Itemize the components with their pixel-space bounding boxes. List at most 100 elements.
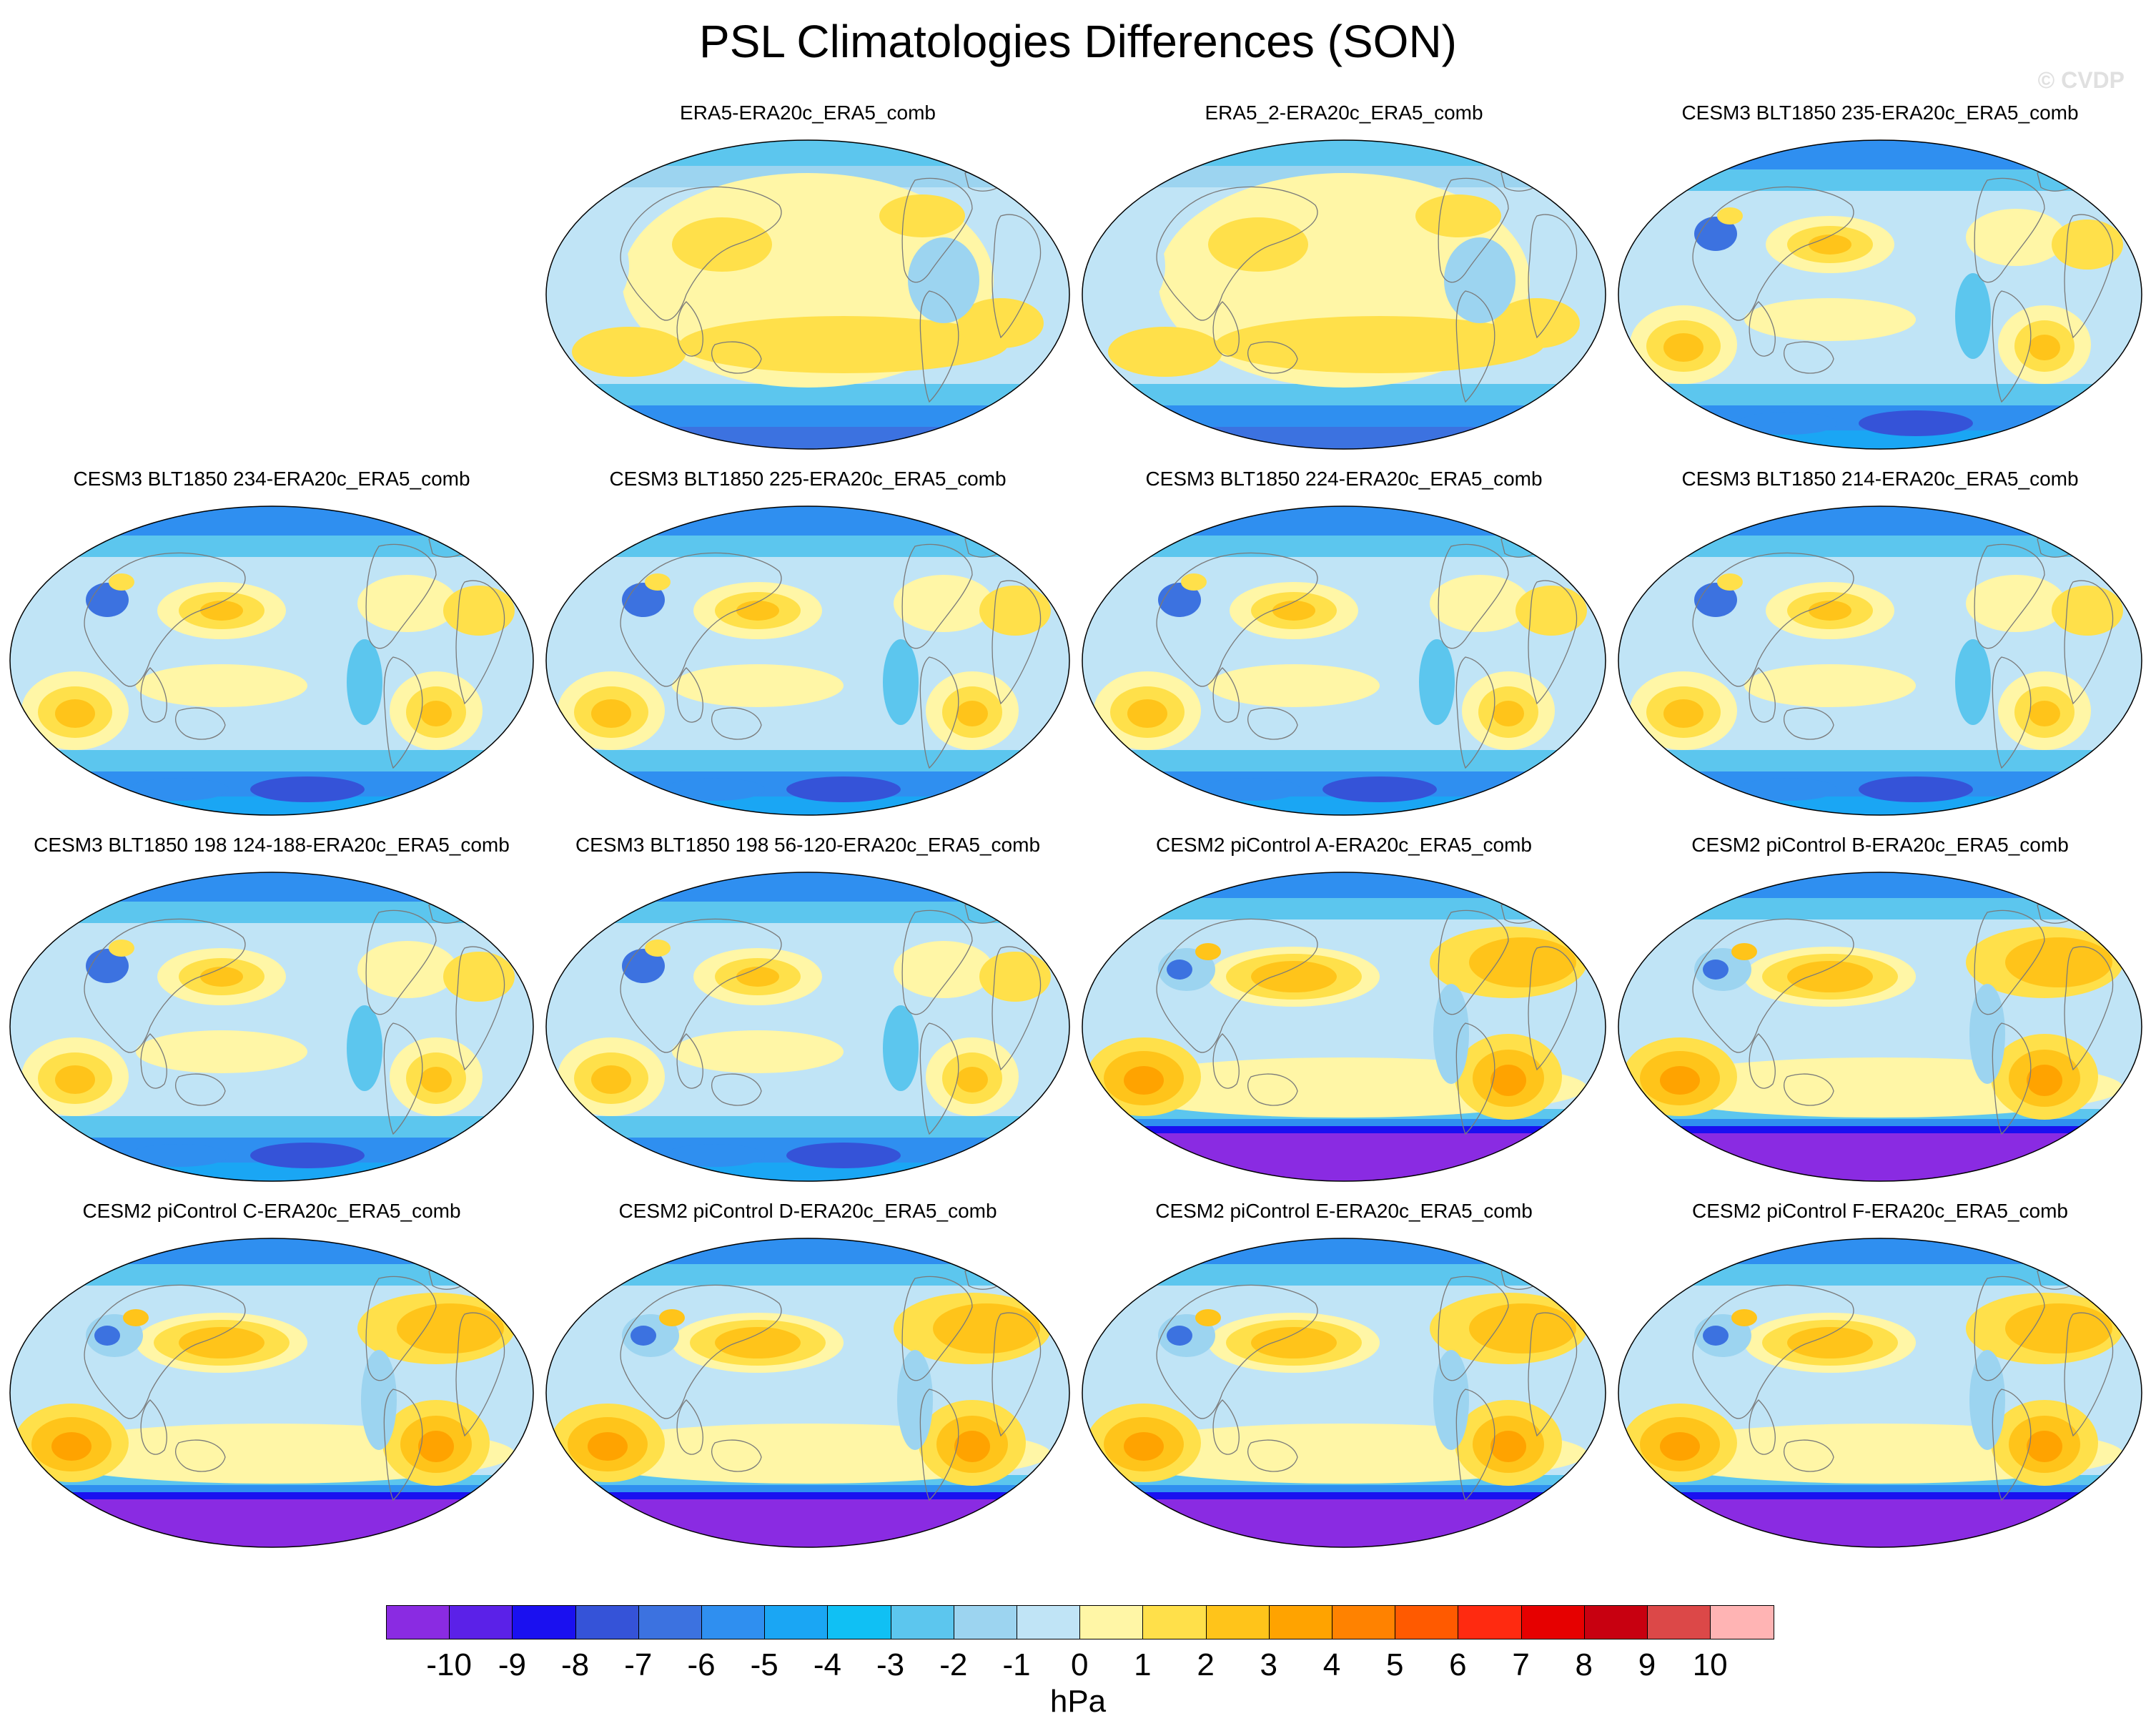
coastline [175, 1073, 226, 1106]
field-contour [591, 1065, 631, 1094]
coastline [1528, 1312, 1578, 1437]
map-panel: CESM3 BLT1850 225-ERA20c_ERA5_comb [543, 466, 1072, 824]
field-contour [631, 1326, 656, 1346]
field-contour [1124, 1432, 1164, 1461]
coastline [84, 552, 246, 687]
psl-difference-map [545, 506, 1070, 816]
coastline [365, 543, 437, 649]
field-contour [659, 1309, 685, 1326]
psl-difference-map [545, 872, 1070, 1182]
coastline [1455, 1022, 1495, 1135]
colorbar-tick-label: 8 [1575, 1647, 1593, 1682]
field-band [1618, 169, 2142, 191]
field-band [10, 1499, 533, 1547]
map-panel: CESM3 BLT1850 214-ERA20c_ERA5_comb [1616, 466, 2145, 824]
field-contour [361, 1350, 397, 1450]
panel-title: ERA5-ERA20c_ERA5_comb [680, 102, 936, 124]
field-band [546, 1238, 1069, 1264]
colorbar-tick-label: -5 [750, 1647, 778, 1682]
panel-title: CESM2 piControl A-ERA20c_ERA5_comb [1155, 834, 1532, 856]
field-band [1082, 872, 1606, 898]
field-band [1082, 1264, 1606, 1286]
field-contour [1966, 209, 2066, 266]
psl-difference-map [9, 506, 534, 816]
field-contour [136, 664, 307, 707]
field-band [10, 1485, 533, 1492]
field-band [1082, 1485, 1606, 1492]
coastline [676, 1399, 703, 1455]
coastline [1992, 1022, 2032, 1135]
field-contour [109, 573, 134, 591]
field-contour [1744, 664, 1916, 707]
field-contour [1082, 216, 1165, 316]
field-contour [933, 1303, 1040, 1353]
coastline [620, 918, 782, 1053]
colorbar-tick-label: 0 [1070, 1647, 1089, 1682]
colorbar-tick-label: -6 [687, 1647, 716, 1682]
coastline [620, 552, 782, 687]
colorbar-swatch [1079, 1605, 1144, 1639]
psl-difference-map [1082, 872, 1606, 1182]
field-band [1082, 1133, 1606, 1181]
coastline [901, 1276, 973, 1381]
coastline [1156, 1284, 1318, 1419]
coastline [919, 1389, 959, 1501]
coastline [1528, 580, 1578, 705]
map-outline [545, 872, 1070, 1182]
field-contour [1208, 664, 1380, 707]
field-contour [588, 1432, 628, 1461]
coastline [1247, 341, 1298, 374]
field-contour [715, 1327, 801, 1358]
field-contour [1809, 235, 1851, 255]
colorbar-labels: -10 -9 -8 -7 -6 -5 -4 -3 -2 -1 0 1 2 3 4 5 6 7 8 9 10 [386, 1645, 1773, 1688]
map-outline [545, 1238, 1070, 1548]
field-contour [1493, 701, 1524, 726]
coastline [1455, 290, 1495, 403]
coastline [992, 1312, 1042, 1437]
field-contour [179, 1327, 264, 1358]
coastline [140, 667, 167, 723]
colorbar-swatch [638, 1605, 703, 1639]
field-band [1618, 750, 2142, 771]
field-band [546, 536, 1069, 557]
colorbar-tick-label: -7 [624, 1647, 653, 1682]
field-contour [1737, 412, 1837, 435]
field-band [1618, 1238, 2142, 1264]
field-band [1082, 427, 1606, 449]
field-contour [1181, 573, 1207, 591]
field-band [1618, 898, 2142, 919]
map-panel: CESM3 BLT1850 198 124-188-ERA20c_ERA5_co… [7, 832, 536, 1190]
field-contour [1433, 1350, 1469, 1450]
field-band [546, 872, 1069, 902]
coastline [455, 1312, 505, 1437]
field-band [1082, 1126, 1606, 1133]
field-contour [572, 327, 686, 377]
field-contour [672, 1030, 844, 1073]
coastline [1455, 656, 1495, 769]
map-outline [1082, 506, 1606, 816]
coastline [1438, 909, 1509, 1015]
field-contour [420, 701, 452, 726]
field-band [1082, 750, 1606, 771]
field-contour [2005, 1303, 2112, 1353]
coastline [1212, 667, 1240, 723]
coastline [711, 707, 762, 740]
field-band [10, 1116, 533, 1138]
map-panel: CESM3 BLT1850 235-ERA20c_ERA5_comb [1616, 100, 2145, 458]
field-contour [1490, 1431, 1526, 1462]
map-outline [1618, 872, 2142, 1182]
colorbar-tick-label: 7 [1512, 1647, 1530, 1682]
colorbar-swatch [1205, 1605, 1270, 1639]
field-contour [1419, 639, 1455, 725]
field-band [10, 1264, 533, 1286]
field-contour [109, 940, 134, 957]
field-band [1618, 536, 2142, 557]
coastline [383, 1389, 423, 1501]
field-contour [645, 940, 671, 957]
cvdp-watermark: © CVDP [2037, 67, 2125, 93]
field-band [10, 506, 533, 536]
field-contour [1108, 327, 1222, 377]
field-contour [665, 778, 765, 801]
coastline [1156, 552, 1318, 687]
field-band [546, 1499, 1069, 1547]
